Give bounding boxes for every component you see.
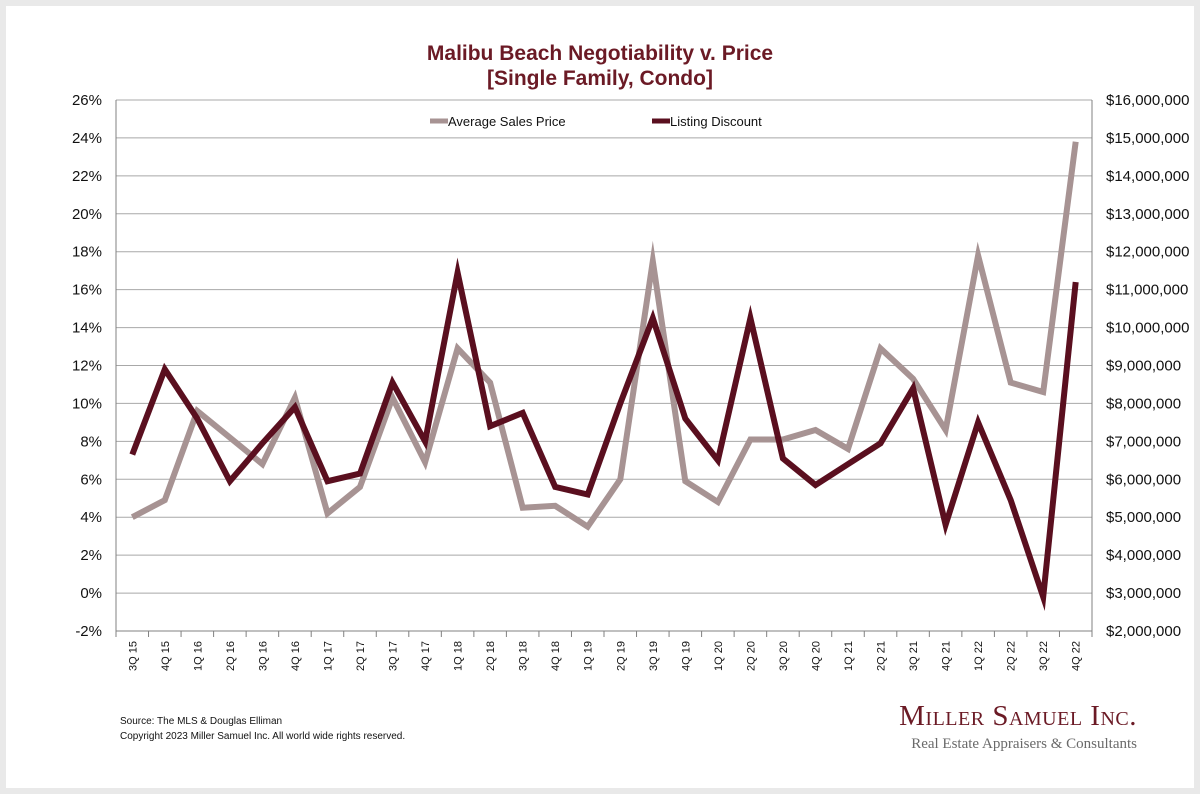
right-axis-tick-label: $16,000,000	[1106, 92, 1189, 109]
left-axis-tick-label: 18%	[72, 244, 102, 261]
x-category-label: 2Q 22	[1006, 641, 1018, 671]
x-category-label: 3Q 15	[127, 641, 139, 671]
series-line-listing-discount	[129, 257, 1079, 611]
x-category-label: 3Q 16	[257, 641, 269, 671]
x-category-label: 4Q 20	[810, 641, 822, 671]
right-axis-tick-label: $11,000,000	[1106, 282, 1188, 299]
x-category-label: 3Q 19	[648, 641, 660, 671]
x-category-label: 2Q 16	[225, 641, 237, 671]
source-note: Source: The MLS & Douglas Elliman	[120, 716, 283, 727]
x-category-label: 1Q 17	[322, 641, 334, 671]
x-category-label: 3Q 21	[908, 641, 920, 671]
left-axis-tick-label: 24%	[72, 130, 102, 147]
right-axis-tick-label: $6,000,000	[1106, 471, 1181, 488]
left-axis-tick-label: -2%	[75, 623, 102, 640]
right-axis-tick-label: $2,000,000	[1106, 623, 1181, 640]
x-category-label: 1Q 16	[192, 641, 204, 671]
x-category-label: 4Q 19	[680, 641, 692, 671]
x-category-label: 1Q 20	[713, 641, 725, 671]
x-category-label: 2Q 18	[485, 641, 497, 671]
x-category-label: 4Q 21	[941, 641, 953, 671]
right-axis-tick-label: $10,000,000	[1106, 320, 1189, 337]
x-category-label: 1Q 19	[583, 641, 595, 671]
x-category-label: 2Q 21	[876, 641, 888, 671]
left-axis-tick-label: 4%	[80, 509, 102, 526]
x-category-label: 2Q 20	[745, 641, 757, 671]
right-axis-tick-label: $8,000,000	[1106, 395, 1181, 412]
chart-panel	[6, 6, 1194, 788]
left-axis-tick-label: 22%	[72, 168, 102, 185]
copyright-note: Copyright 2023 Miller Samuel Inc. All wo…	[120, 731, 406, 742]
left-axis-tick-label: 10%	[72, 395, 102, 412]
x-category-label: 4Q 15	[160, 641, 172, 671]
brand-tagline: Real Estate Appraisers & Consultants	[911, 736, 1137, 752]
x-category-label: 1Q 21	[843, 641, 855, 671]
left-axis-tick-label: 2%	[80, 547, 102, 564]
left-axis-tick-label: 20%	[72, 206, 102, 223]
legend-label-average-sales-price: Average Sales Price	[448, 114, 566, 129]
x-category-label: 3Q 17	[388, 641, 400, 671]
right-axis-tick-label: $13,000,000	[1106, 206, 1189, 223]
left-axis-tick-label: 6%	[80, 471, 102, 488]
x-category-label: 2Q 19	[615, 641, 627, 671]
left-axis-tick-label: 8%	[80, 433, 102, 450]
brand-name: Miller Samuel Inc.	[899, 700, 1137, 732]
x-category-label: 2Q 17	[355, 641, 367, 671]
x-category-label: 1Q 22	[973, 641, 985, 671]
chart-title: Malibu Beach Negotiability v. Price	[426, 42, 774, 65]
company-logo: Miller Samuel Inc. Real Estate Appraiser…	[899, 700, 1137, 753]
right-axis-tick-label: $14,000,000	[1106, 168, 1189, 185]
right-axis-tick-label: $12,000,000	[1106, 244, 1189, 261]
left-axis-tick-label: 12%	[72, 358, 102, 375]
x-category-label: 4Q 22	[1071, 641, 1083, 671]
left-axis-tick-label: 0%	[80, 585, 102, 602]
left-axis-tick-label: 14%	[72, 320, 102, 337]
x-category-label: 4Q 17	[420, 641, 432, 671]
right-axis-tick-label: $9,000,000	[1106, 358, 1181, 375]
x-category-label: 4Q 18	[550, 641, 562, 671]
x-category-label: 3Q 20	[778, 641, 790, 671]
right-axis-tick-label: $4,000,000	[1106, 547, 1181, 564]
legend-label-listing-discount: Listing Discount	[670, 114, 762, 129]
right-axis-tick-label: $3,000,000	[1106, 585, 1181, 602]
chart-subtitle: [Single Family, Condo]	[487, 67, 713, 90]
x-category-label: 3Q 18	[518, 641, 530, 671]
right-axis-tick-label: $15,000,000	[1106, 130, 1189, 147]
x-category-label: 3Q 22	[1038, 641, 1050, 671]
x-category-label: 1Q 18	[453, 641, 465, 671]
x-category-label: 4Q 16	[290, 641, 302, 671]
left-axis-tick-label: 16%	[72, 282, 102, 299]
right-axis-tick-label: $7,000,000	[1106, 433, 1181, 450]
right-axis-tick-label: $5,000,000	[1106, 509, 1181, 526]
left-axis-tick-label: 26%	[72, 92, 102, 109]
